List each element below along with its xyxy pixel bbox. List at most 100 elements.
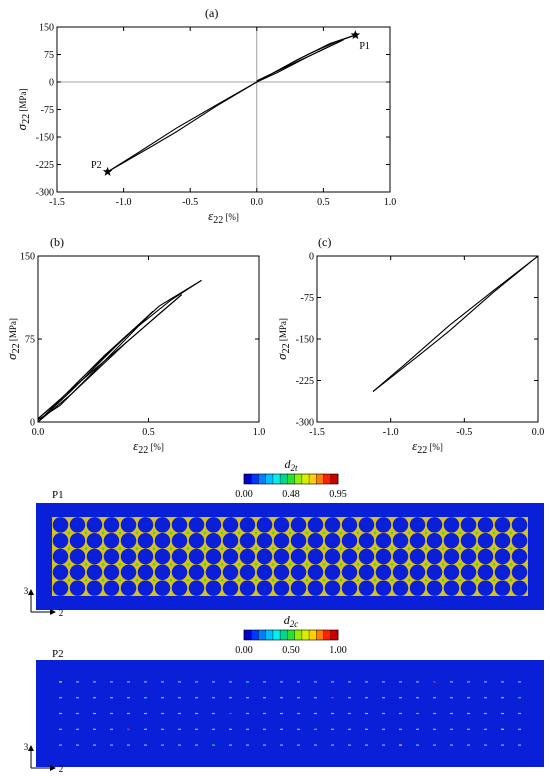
- damage-spot: [127, 728, 130, 730]
- fiber-section: [69, 517, 86, 533]
- damage-hotspot: [186, 531, 190, 535]
- fiber-section: [188, 532, 205, 549]
- damage-hotspot: [339, 563, 343, 566]
- damage-spot: [59, 697, 62, 699]
- damage-spot: [280, 728, 283, 730]
- damage-hotspot: [288, 578, 292, 582]
- fiber-section: [477, 564, 494, 581]
- damage-spot: [518, 681, 521, 683]
- fiber-section: [375, 517, 392, 533]
- damage-spot: [416, 681, 419, 683]
- damage-spot: [195, 728, 198, 730]
- fiber-section: [120, 580, 137, 596]
- damage-hotspot: [67, 578, 71, 582]
- damage-spot: [195, 697, 198, 699]
- damage-hotspot: [356, 578, 360, 582]
- fiber-section: [154, 580, 171, 596]
- damage-hotspot: [237, 547, 241, 550]
- damage-hotspot: [509, 563, 513, 566]
- damage-spot: [484, 697, 487, 699]
- y-tick-label: 0: [30, 418, 35, 429]
- y-tick-label: -300: [296, 418, 314, 429]
- damage-spot: [195, 712, 198, 715]
- fiber-section: [120, 532, 137, 549]
- fiber-section: [307, 532, 324, 549]
- damage-hotspot: [288, 531, 292, 535]
- damage-spot: [348, 744, 351, 746]
- damage-hotspot: [152, 578, 156, 582]
- series-line-b-4: [37, 310, 154, 423]
- damage-spot: [212, 681, 215, 683]
- damage-spot: [76, 728, 79, 730]
- damage-spot: [93, 728, 96, 730]
- arrow-head-icon: [28, 589, 34, 595]
- x-tick-label: -0.5: [456, 427, 472, 438]
- fiber-section: [52, 532, 69, 549]
- series-line-a-4: [107, 81, 258, 173]
- damage-spot: [178, 728, 181, 730]
- damage-hotspot: [67, 547, 71, 550]
- damage-spot: [450, 712, 453, 715]
- damage-hotspot: [424, 547, 428, 550]
- damage-spot: [246, 697, 249, 699]
- x-axis-label: ε22 [%]: [208, 208, 239, 226]
- damage-spot: [450, 697, 453, 699]
- marker-label-p1: P1: [359, 41, 370, 52]
- damage-spot: [467, 728, 470, 730]
- colorbar-title: d2t: [284, 457, 298, 473]
- damage-spot: [331, 744, 334, 746]
- fiber-section: [154, 548, 171, 565]
- chart-c: (c) -1.5 -1.0 -0.5 0.0 -300 -225 -150 -75 0 ε22 [%…: [274, 235, 544, 456]
- damage-spot: [331, 681, 334, 683]
- damage-hotspot: [475, 547, 479, 550]
- y-tick-label: -150: [36, 133, 54, 144]
- damage-hotspot: [118, 578, 122, 582]
- damage-hotspot: [169, 578, 173, 582]
- panel-label-a: (a): [205, 6, 218, 20]
- damage-spot: [144, 697, 147, 699]
- fiber-section: [205, 548, 222, 565]
- fiber-section: [86, 517, 103, 533]
- damage-hotspot: [186, 578, 190, 582]
- damage-spot: [501, 681, 504, 683]
- panel-label-p1: P1: [52, 489, 64, 501]
- damage-hotspot: [135, 563, 139, 566]
- damage-spot: [365, 697, 368, 699]
- y-tick-label: 75: [44, 50, 54, 61]
- damage-hotspot: [339, 547, 343, 550]
- damage-spot: [416, 744, 419, 746]
- damage-hotspot: [424, 563, 428, 566]
- damage-spot: [450, 681, 453, 683]
- series-line-a-5: [107, 81, 258, 173]
- damage-spot: [212, 728, 215, 730]
- fiber-section: [494, 580, 511, 596]
- damage-spot: [127, 744, 130, 746]
- damage-hotspot: [271, 531, 275, 535]
- fiber-section: [460, 580, 477, 596]
- fiber-section: [69, 548, 86, 565]
- fiber-section: [307, 580, 324, 596]
- damage-hotspot: [441, 578, 445, 582]
- fiber-section: [290, 580, 307, 596]
- damage-hotspot: [254, 578, 258, 582]
- damage-hotspot: [390, 547, 394, 550]
- damage-spot: [297, 697, 300, 699]
- fiber-section: [171, 517, 188, 533]
- damage-spot: [433, 728, 436, 730]
- arrow-head-icon: [50, 609, 56, 615]
- series-line-c-0: [372, 255, 539, 392]
- fiber-section: [239, 580, 256, 596]
- fiber-section: [426, 532, 443, 549]
- damage-hotspot: [492, 531, 496, 535]
- fiber-section: [494, 564, 511, 581]
- x-tick-label: -0.5: [182, 197, 198, 208]
- damage-hotspot: [475, 563, 479, 566]
- damage-hotspot: [509, 531, 513, 535]
- colorbar-segment: [309, 630, 317, 640]
- colorbar-tick-label: 0.48: [282, 489, 300, 500]
- damage-spot: [127, 697, 130, 699]
- damage-spot: [518, 697, 521, 699]
- damage-hotspot: [407, 578, 411, 582]
- y-tick-label: 150: [39, 23, 54, 34]
